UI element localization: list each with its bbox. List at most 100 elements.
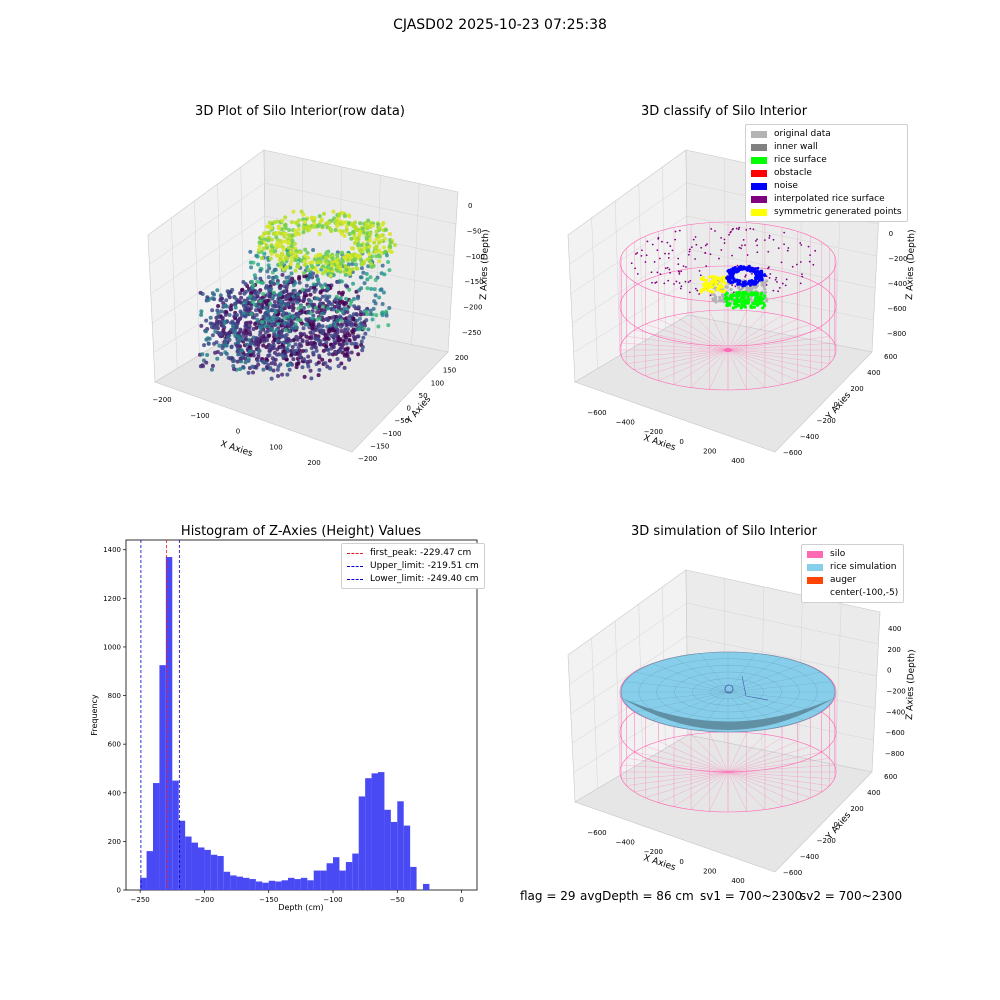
- hist-y-tick-label: 800: [108, 692, 121, 700]
- data-point: [311, 350, 316, 355]
- data-point: [688, 291, 691, 294]
- data-point: [378, 233, 383, 238]
- data-point: [284, 279, 289, 284]
- data-point: [380, 310, 385, 315]
- data-point: [742, 291, 746, 295]
- data-point: [342, 214, 347, 219]
- data-point: [373, 245, 378, 250]
- data-point: [735, 227, 738, 230]
- data-point: [360, 344, 365, 349]
- data-point: [344, 323, 349, 328]
- data-point: [269, 244, 274, 249]
- legend-item-symmetric-generated-points: symmetric generated points: [751, 206, 902, 219]
- data-point: [365, 286, 370, 291]
- legend-label: obstacle: [774, 168, 812, 178]
- legend-item-interpolated-rice-surface: interpolated rice surface: [751, 193, 902, 206]
- data-point: [663, 282, 666, 285]
- data-point: [355, 243, 360, 248]
- legend-item-lower-limit: Lower_limit: -249.40 cm: [347, 573, 479, 586]
- silo-spoke: [727, 771, 783, 807]
- tick-label: −400: [616, 839, 635, 847]
- data-point: [762, 284, 766, 288]
- data-point: [786, 249, 789, 252]
- data-point: [768, 266, 770, 269]
- hist-bar: [140, 877, 147, 890]
- data-point: [288, 265, 293, 270]
- hist-bar: [198, 847, 205, 890]
- data-point: [251, 288, 256, 293]
- data-point: [644, 261, 647, 263]
- data-point: [316, 373, 321, 378]
- legend-line: [347, 553, 363, 554]
- data-point: [333, 333, 338, 338]
- data-point: [310, 265, 315, 270]
- data-point: [709, 253, 712, 256]
- data-point: [224, 343, 229, 348]
- data-point: [677, 257, 680, 260]
- tick-label: 200: [850, 805, 863, 813]
- legend-label: noise: [774, 181, 798, 191]
- data-point: [307, 335, 312, 340]
- data-point: [675, 280, 678, 283]
- legend-label: rice surface: [774, 155, 827, 165]
- data-point: [224, 351, 229, 356]
- data-point: [730, 272, 734, 276]
- data-point: [380, 263, 385, 268]
- data-point: [731, 254, 733, 257]
- panel1-z-ticks: 0 −50 −100 −150 −200 −250: [462, 202, 485, 337]
- data-point: [234, 324, 239, 329]
- data-point: [776, 280, 778, 283]
- data-point: [392, 242, 397, 247]
- data-point: [729, 269, 733, 273]
- data-point: [344, 296, 349, 301]
- data-point: [756, 244, 759, 247]
- data-point: [266, 263, 271, 268]
- data-point: [238, 291, 243, 296]
- data-point: [293, 280, 298, 285]
- data-point: [369, 265, 374, 270]
- hist-bar: [313, 870, 321, 890]
- tick-label: 200: [850, 385, 863, 393]
- data-point: [348, 318, 353, 323]
- data-point: [288, 297, 293, 302]
- data-point: [763, 287, 767, 291]
- data-point: [263, 305, 268, 310]
- data-point: [215, 350, 220, 355]
- silo-spoke: [727, 737, 783, 773]
- hist-bar: [365, 778, 372, 890]
- data-point: [723, 242, 726, 244]
- data-point: [351, 229, 356, 234]
- data-point: [751, 279, 755, 283]
- data-point: [266, 362, 271, 367]
- data-point: [343, 272, 348, 277]
- panel2-points: [630, 226, 817, 352]
- data-point: [280, 353, 285, 358]
- data-point: [311, 321, 316, 326]
- data-point: [248, 294, 253, 299]
- data-point: [366, 248, 371, 253]
- data-point: [358, 275, 363, 280]
- hist-bar: [294, 879, 301, 890]
- data-point: [812, 263, 815, 266]
- rice-surface-shadow: [622, 698, 834, 730]
- data-point: [783, 243, 785, 246]
- data-point: [752, 269, 756, 273]
- data-point: [300, 321, 305, 326]
- tick-label: −600: [783, 869, 802, 877]
- data-point: [275, 253, 280, 258]
- data-point: [377, 259, 382, 264]
- data-point: [222, 320, 227, 325]
- data-point: [348, 255, 353, 260]
- legend-label: inner wall: [774, 142, 818, 152]
- data-point: [274, 231, 279, 236]
- data-point: [777, 247, 780, 250]
- data-point: [251, 353, 256, 358]
- data-point: [374, 254, 379, 259]
- data-point: [297, 342, 302, 347]
- hist-xlabel: Depth (cm): [278, 903, 323, 912]
- data-point: [283, 351, 288, 356]
- data-point: [325, 336, 330, 341]
- data-point: [302, 374, 307, 379]
- data-point: [320, 288, 325, 293]
- data-point: [261, 337, 266, 342]
